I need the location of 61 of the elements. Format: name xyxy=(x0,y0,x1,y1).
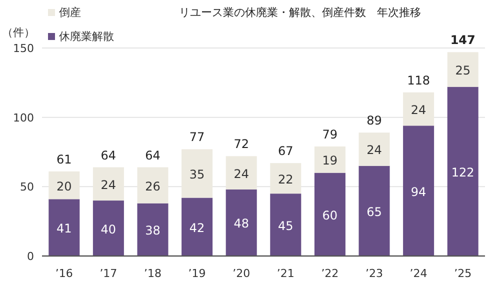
data-label: 19 xyxy=(322,154,338,168)
data-label: 35 xyxy=(189,167,205,182)
total-label: 89 xyxy=(366,114,382,128)
bar xyxy=(447,86,478,256)
data-label: 40 xyxy=(100,222,116,236)
bar xyxy=(314,172,346,256)
bar xyxy=(137,203,168,256)
data-label: 24 xyxy=(234,166,249,181)
data-label: 41 xyxy=(56,222,72,236)
data-label: 48 xyxy=(234,216,249,231)
y-tick-label: 0 xyxy=(27,250,34,263)
bar xyxy=(403,126,434,256)
total-label: 147 xyxy=(450,33,476,48)
total-label: 77 xyxy=(189,130,205,144)
x-tick-label: ’18 xyxy=(144,267,162,280)
total-label: 79 xyxy=(322,127,338,142)
data-label: 42 xyxy=(189,220,205,235)
bar xyxy=(270,194,302,256)
data-label: 65 xyxy=(366,204,382,219)
x-tick-label: ’16 xyxy=(55,267,73,280)
data-label: 60 xyxy=(322,208,338,222)
chart-title: リユース業の休廃業・解散、倒産件数 年次推移 xyxy=(179,6,421,19)
data-label: 38 xyxy=(145,224,160,238)
y-tick-label: 50 xyxy=(20,180,34,194)
bar xyxy=(358,166,390,256)
data-label: 45 xyxy=(278,218,294,233)
x-tick-label: ’20 xyxy=(232,267,250,280)
x-tick-label: ’24 xyxy=(410,267,428,280)
data-label: 20 xyxy=(56,179,72,194)
x-tick-label: ’25 xyxy=(454,267,472,280)
bar xyxy=(92,200,124,256)
data-label: 24 xyxy=(366,143,382,158)
total-label: 61 xyxy=(56,152,72,166)
total-label: 67 xyxy=(278,144,294,158)
data-label: 24 xyxy=(410,103,426,118)
bar xyxy=(226,189,257,256)
total-label: 72 xyxy=(234,137,249,152)
bar xyxy=(314,146,346,173)
data-label: 25 xyxy=(455,63,470,78)
data-label: 26 xyxy=(145,179,160,194)
x-tick-label: ’23 xyxy=(366,267,383,280)
x-tick-label: ’19 xyxy=(188,267,206,280)
bar xyxy=(358,132,390,166)
x-tick-label: ’17 xyxy=(100,267,118,280)
data-label: 22 xyxy=(278,172,294,186)
bar xyxy=(48,199,80,256)
total-label: 64 xyxy=(145,148,160,162)
total-label: 64 xyxy=(100,148,116,162)
y-tick-label: 150 xyxy=(13,42,34,55)
bar xyxy=(447,52,478,87)
y-axis-title: （件） xyxy=(2,26,35,39)
legend-label: 倒産 xyxy=(59,6,81,19)
data-label: 94 xyxy=(410,184,426,199)
data-label: 122 xyxy=(451,165,474,180)
x-tick-label: ’21 xyxy=(276,267,294,280)
y-tick-label: 100 xyxy=(13,111,34,124)
data-label: 24 xyxy=(100,178,116,192)
legend-label: 休廃業解散 xyxy=(59,30,114,43)
bar xyxy=(182,198,213,256)
x-tick-label: ’22 xyxy=(321,267,339,280)
total-label: 118 xyxy=(407,73,430,88)
